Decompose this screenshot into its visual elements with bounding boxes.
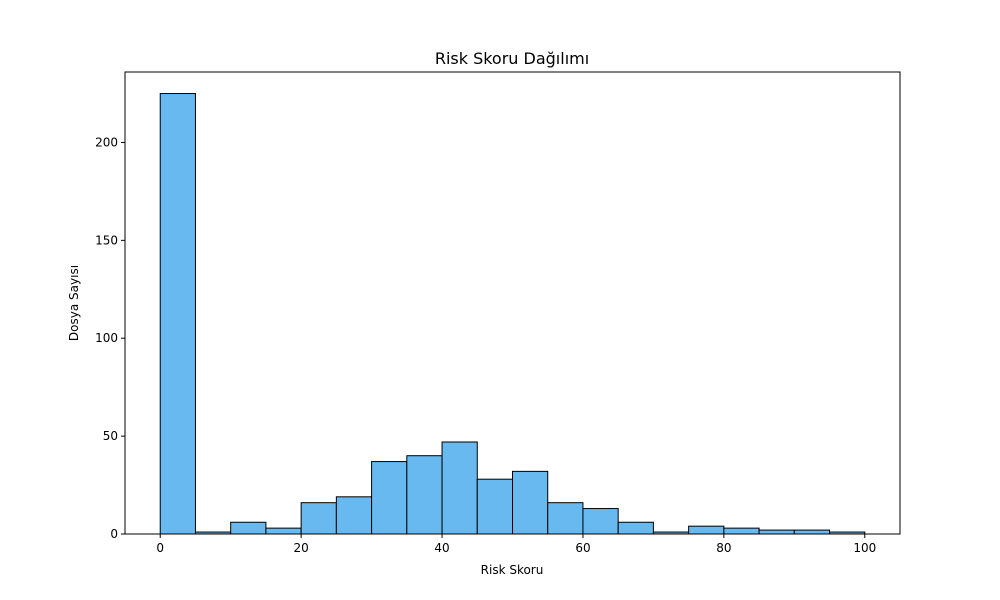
histogram-bar (512, 470, 549, 535)
y-tick-label: 150 (95, 233, 118, 247)
x-tick-label: 40 (434, 541, 449, 555)
chart-title: Risk Skoru Dağılımı (435, 49, 589, 68)
x-tick-label: 60 (575, 541, 590, 555)
y-tick-label: 0 (110, 527, 118, 541)
histogram-bar (371, 461, 408, 535)
histogram-bar (723, 527, 760, 535)
histogram-bar (300, 502, 337, 535)
x-tick-label: 20 (293, 541, 308, 555)
x-axis-label: Risk Skoru (481, 563, 544, 577)
histogram-bar (406, 455, 443, 535)
x-tick-label: 0 (156, 541, 164, 555)
histogram-bar (265, 527, 302, 535)
x-tick-label: 80 (716, 541, 731, 555)
y-tick-label: 200 (95, 135, 118, 149)
histogram-bar (476, 478, 514, 535)
histogram-bar (758, 529, 795, 535)
histogram-bar (793, 529, 831, 535)
x-tick-label: 100 (853, 541, 876, 555)
histogram-bar (335, 496, 373, 535)
x-axis-ticks: 0 20 40 60 80 100 (156, 534, 876, 555)
histogram-bar (582, 508, 619, 535)
histogram-bar (159, 93, 196, 535)
y-axis-ticks: 0 50 100 150 200 (95, 135, 125, 541)
histogram-bar (617, 521, 654, 535)
y-tick-label: 100 (95, 331, 118, 345)
plot-frame (124, 71, 901, 535)
histogram-bar (547, 502, 584, 535)
y-tick-label: 50 (103, 429, 118, 443)
bars-group (159, 93, 866, 535)
histogram-bar (688, 525, 725, 535)
histogram-bar (441, 441, 478, 535)
y-axis-label: Dosya Sayısı (67, 265, 81, 341)
histogram-bar (230, 521, 267, 535)
